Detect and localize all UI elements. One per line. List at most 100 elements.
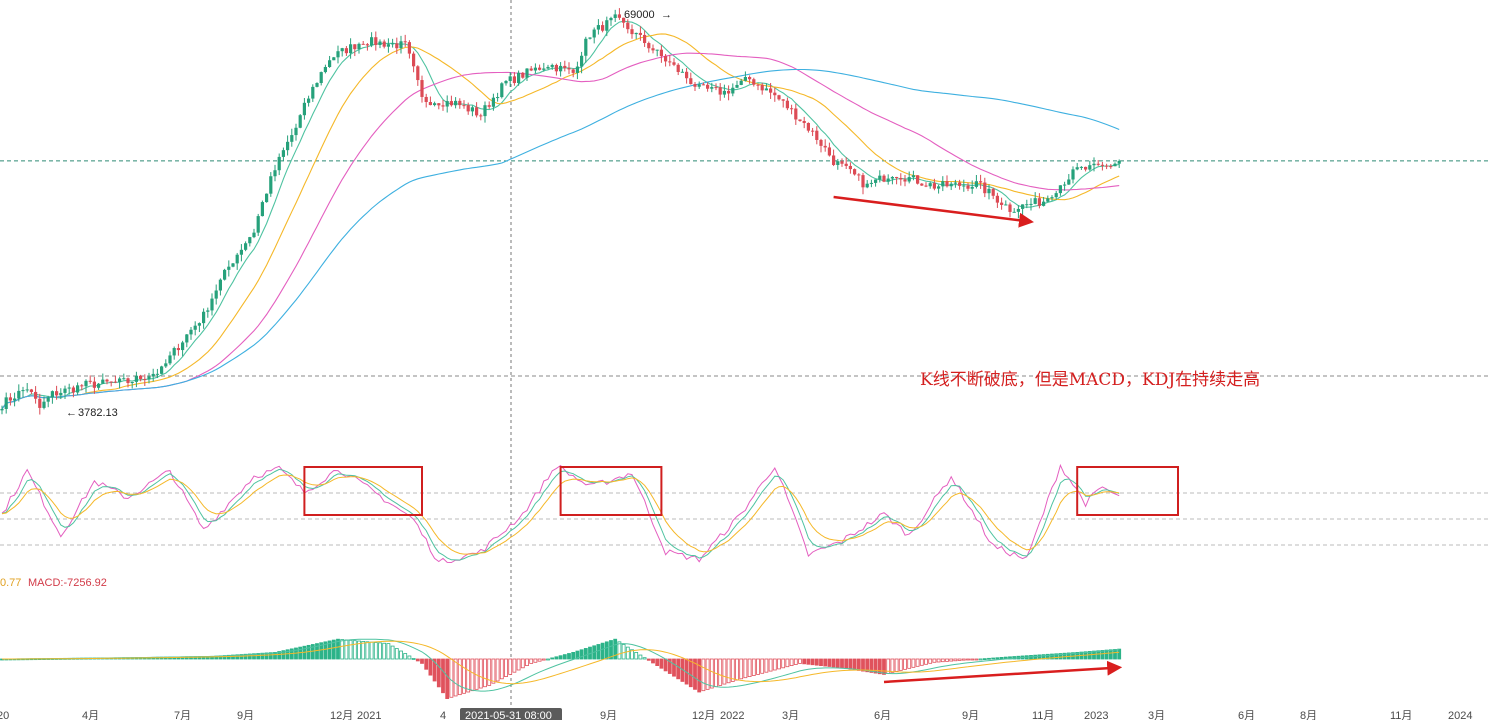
- candle-body: [941, 181, 945, 187]
- candle-body: [307, 98, 311, 103]
- macd-histogram-bar: [798, 658, 802, 664]
- macd-histogram-bar: [781, 658, 786, 669]
- candle-body: [693, 84, 697, 87]
- macd-histogram-bar: [869, 658, 874, 673]
- candle-body: [21, 390, 25, 392]
- macd-histogram-bar: [512, 658, 517, 673]
- x-tick-label: 12月: [330, 710, 353, 720]
- candle-body: [685, 71, 689, 79]
- candle-body: [25, 389, 29, 391]
- macd-histogram-bar: [386, 643, 391, 660]
- candle-body: [118, 378, 122, 382]
- macd-histogram-bar: [1108, 649, 1113, 660]
- candle-body: [836, 161, 840, 165]
- macd-histogram-bar: [651, 658, 655, 664]
- candle-body: [819, 139, 823, 146]
- macd-histogram-bar: [235, 654, 240, 660]
- candle-body: [109, 381, 113, 383]
- macd-histogram-bar: [634, 652, 639, 660]
- macd-histogram-bar: [819, 658, 823, 666]
- candle-body: [827, 147, 831, 156]
- candle-body: [97, 383, 101, 388]
- candle-body: [386, 44, 390, 47]
- candle-body: [1092, 163, 1096, 166]
- candle-body: [500, 83, 504, 98]
- candle-body: [815, 130, 819, 140]
- candle-body: [895, 176, 899, 178]
- candle-body: [319, 72, 323, 84]
- macd-histogram-bar: [546, 658, 550, 661]
- candle-body: [710, 87, 714, 89]
- candle-body: [554, 64, 558, 72]
- candle-body: [567, 68, 571, 70]
- candle-body: [328, 60, 332, 67]
- macd-histogram-bar: [970, 658, 975, 661]
- candle-body: [59, 392, 63, 396]
- candle-body: [281, 150, 285, 157]
- candle-body: [88, 380, 92, 382]
- macd-histogram-bar: [567, 653, 571, 660]
- candle-body: [311, 86, 315, 99]
- candle-body: [760, 84, 764, 91]
- candle-body: [437, 103, 441, 106]
- macd-histogram-bar: [373, 642, 378, 660]
- macd-histogram-bar: [583, 648, 588, 660]
- candle-body: [252, 232, 256, 238]
- candle-body: [739, 80, 743, 85]
- candle-body: [785, 100, 789, 109]
- candle-body: [844, 163, 848, 166]
- candle-body: [1000, 202, 1004, 205]
- kdj-line: [1, 463, 1120, 564]
- macd-histogram-bar: [827, 658, 832, 667]
- macd-histogram-bar: [924, 658, 928, 665]
- x-tick-label: 2023: [1084, 710, 1108, 720]
- candle-body: [907, 177, 911, 182]
- macd-histogram-bar: [667, 658, 672, 674]
- candle-body: [651, 48, 655, 51]
- candle-body: [1117, 160, 1121, 164]
- candle-body: [559, 65, 563, 72]
- macd-histogram-bar: [806, 658, 811, 665]
- macd-histogram-bar: [735, 658, 739, 681]
- macd-histogram-bar: [231, 654, 235, 660]
- candle-body: [479, 115, 483, 117]
- macd-histogram-bar: [541, 658, 546, 661]
- candle-body: [218, 279, 222, 291]
- candle-body: [449, 101, 453, 106]
- candle-body: [525, 68, 529, 78]
- candle-body: [781, 99, 785, 101]
- candle-body: [911, 175, 915, 178]
- macd-histogram-bar: [462, 658, 466, 694]
- candle-body: [84, 380, 88, 387]
- candle-body: [865, 183, 869, 188]
- highlight-box: [559, 466, 663, 516]
- candlesticks[interactable]: [0, 8, 1121, 415]
- macd-histogram-bar: [982, 658, 987, 661]
- macd-histogram-bar: [785, 658, 790, 668]
- candle-body: [823, 145, 827, 148]
- macd-histogram-bar: [449, 658, 454, 698]
- x-tick-label: 9月: [600, 710, 617, 720]
- macd-histogram-bar: [894, 658, 899, 672]
- macd-histogram-bar: [537, 658, 542, 662]
- macd-histogram-bar: [1045, 653, 1050, 660]
- candle-body: [701, 84, 705, 86]
- candle-body: [483, 105, 487, 117]
- macd-histogram-bar: [394, 648, 399, 660]
- macd-histogram-bar: [672, 658, 676, 677]
- macd-histogram-bar: [676, 658, 681, 680]
- macd-histogram-bar: [436, 658, 441, 688]
- candle-body: [147, 376, 151, 380]
- candle-body: [958, 182, 962, 186]
- macd-histogram-bar: [323, 641, 328, 660]
- macd-histogram-bar: [1092, 650, 1096, 660]
- macd-histogram-bar: [609, 640, 613, 660]
- macd-histogram-bar: [243, 653, 248, 660]
- macd-histogram-bar: [751, 658, 756, 676]
- candle-body: [46, 397, 50, 402]
- candle-body: [340, 48, 344, 52]
- macd-histogram-bar: [617, 641, 622, 660]
- candle-body: [248, 237, 252, 244]
- ma-line: [1, 68, 1120, 410]
